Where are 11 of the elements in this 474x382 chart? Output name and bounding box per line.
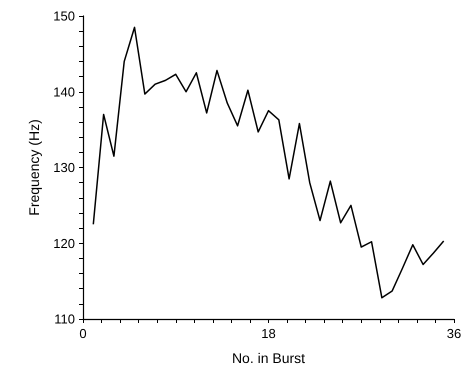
y-tick-label: 150: [53, 8, 75, 24]
y-tick-label: 110: [54, 312, 75, 326]
y-tick-label: 130: [53, 160, 75, 175]
x-tick-label: 0: [79, 326, 87, 341]
x-tick-label: 36: [446, 326, 462, 341]
y-tick-label: 120: [53, 236, 75, 251]
y-tick-label: 140: [53, 84, 75, 100]
y-axis-title: Frequency (Hz): [26, 119, 42, 216]
x-tick-label: 18: [261, 326, 276, 341]
x-axis-title: No. in Burst: [232, 350, 306, 366]
line-series: [92, 26, 444, 299]
